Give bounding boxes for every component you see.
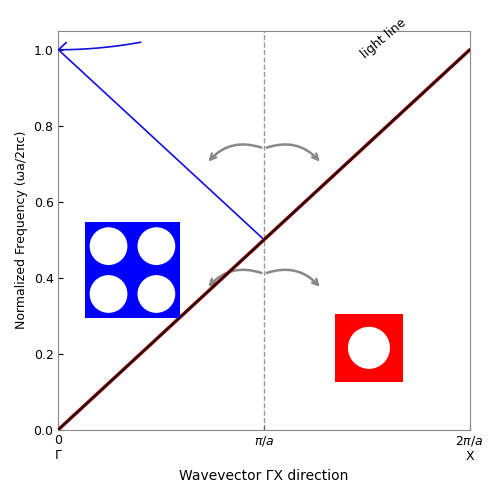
Text: light line: light line [359,16,409,61]
Y-axis label: Normalized Frequency (ωa/2πc): Normalized Frequency (ωa/2πc) [15,131,28,329]
X-axis label: Wavevector ΓX direction: Wavevector ΓX direction [179,469,349,483]
